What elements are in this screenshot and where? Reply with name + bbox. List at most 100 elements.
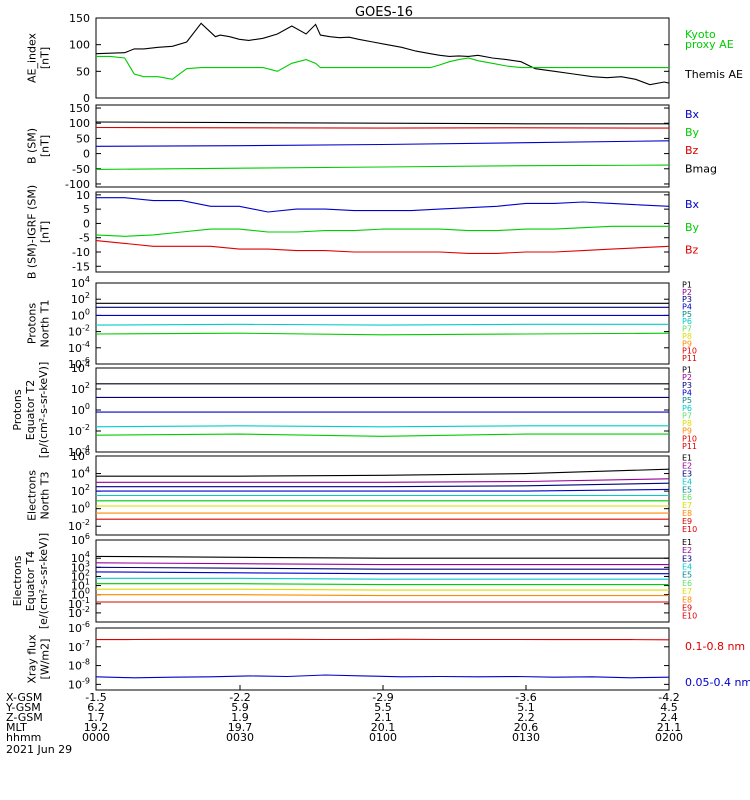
date-label: 2021 Jun 29 [6,743,72,756]
legend-item: P3 [682,295,692,304]
series-line-by [96,225,669,237]
legend-item: E8 [682,595,692,604]
y-tick-label: 102 [71,483,90,498]
legend-item: 0.05-0.4 nm [685,676,750,689]
tick-exponent: -2 [82,605,90,614]
series-line-0-05-0-4-nm [96,674,669,679]
series-line-kyoto [96,55,669,80]
tick-base: 10 [71,293,85,306]
tick-base: 10 [71,383,85,396]
y-axis-label-line: North T3 [39,472,52,520]
legend-item: By [685,221,700,234]
legend-item: E10 [682,525,697,534]
series-line-p6 [96,323,669,326]
y-tick-label: 102 [71,291,90,306]
legend: 0.1-0.8 nm 0.05-0.4 nm [685,640,750,689]
tick-exponent: 0 [85,501,90,510]
y-tick-label: 10-6 [68,356,90,371]
panel-frame [95,367,670,453]
x-row-value: 5.1 [517,701,535,714]
y-tick-label: 10 [76,189,90,202]
y-tick-label: 0 [83,148,90,161]
y-tick: 50 [76,65,669,78]
y-tick: 100 [71,501,669,516]
x-row-label: hhmm [6,731,41,744]
legend-item: P9 [682,339,692,348]
series-group [96,555,669,603]
tick-exponent: 2 [85,291,90,300]
tick-exponent: 6 [85,532,90,541]
tick-exponent: 2 [85,483,90,492]
y-tick: 10 [76,189,669,202]
tick-exponent: 3 [85,559,90,568]
tick-base: 10 [71,485,85,498]
tick-exponent: -7 [82,639,90,648]
y-tick-label: 10-2 [68,324,90,339]
series-group [96,383,669,437]
y-tick-label: 10-7 [68,639,90,654]
y-tick-label: 0 [83,217,90,230]
legend-item: P5 [682,396,692,405]
tick-exponent: -2 [82,423,90,432]
tick-exponent: -6 [82,620,90,629]
legend-item: P8 [682,419,692,428]
y-tick: 10-6 [68,356,669,371]
y-axis-label: B (SM)-IGRF (SM) [nT] [26,185,52,279]
y-axis-label-line: [nT] [39,135,52,157]
y-axis-label-line: Equator T2 [24,380,37,440]
legend-item: proxy AE [685,38,734,51]
legend-item: E1 [682,538,692,547]
series-line-e6 [96,583,669,586]
tick-base: 10 [71,404,85,417]
y-tick-label: 104 [71,466,90,481]
y-tick-label: 100 [69,117,90,130]
tick-exponent: 6 [85,448,90,457]
y-tick-label: 10-4 [68,444,90,459]
series-group [96,302,669,336]
series-group [96,22,669,86]
y-axis-label: Electrons Equator T4 [e/(cm²-s-sr-keV)] [11,533,50,629]
x-row-label: MLT [6,721,27,734]
x-row-value: 0000 [82,731,110,744]
y-tick: 104 [71,275,669,290]
series-line-e4 [96,488,669,492]
y-tick: 104 [71,466,669,481]
series-group [96,121,669,170]
y-tick-label: 100 [71,501,90,516]
y-tick-label: 150 [69,12,90,25]
legend-item: E7 [682,501,692,510]
series-line-by [96,164,669,170]
tick-base: 10 [68,660,82,673]
tick-base: 10 [71,534,85,547]
series-line-e1 [96,468,669,477]
tick-exponent: -4 [82,444,90,453]
y-tick: 10-4 [68,444,669,459]
x-row-value: 2.4 [660,711,678,724]
legend-item: P11 [682,354,697,363]
plot-title: GOES-16 [355,5,413,20]
legend-item: E4 [682,563,692,572]
tick-exponent: 0 [85,307,90,316]
panel-2: -100 -50 0 50 100 150 B (SM) [nT] Bx By Bz Bmag [26,102,718,191]
tick-base: 10 [68,425,82,438]
legend-item: P4 [682,388,692,397]
tick-exponent: -6 [82,356,90,365]
tick-base: 10 [68,358,82,371]
tick-exponent: 2 [85,381,90,390]
y-tick: 102 [71,381,669,396]
tick-exponent: -4 [82,340,90,349]
y-tick: -5 [79,232,669,245]
y-tick-label: 106 [71,448,90,463]
tick-base: 10 [68,622,82,635]
series-group [96,468,669,520]
y-axis-label: Electrons North T3 [26,470,52,521]
x-row-value: 19.7 [228,721,253,734]
x-row-value: 20.6 [514,721,539,734]
tick-base: 10 [68,678,82,691]
y-axis-label-line: Protons [26,303,39,344]
y-tick: 102 [71,568,669,583]
y-axis-label: Protons North T1 [26,300,52,348]
